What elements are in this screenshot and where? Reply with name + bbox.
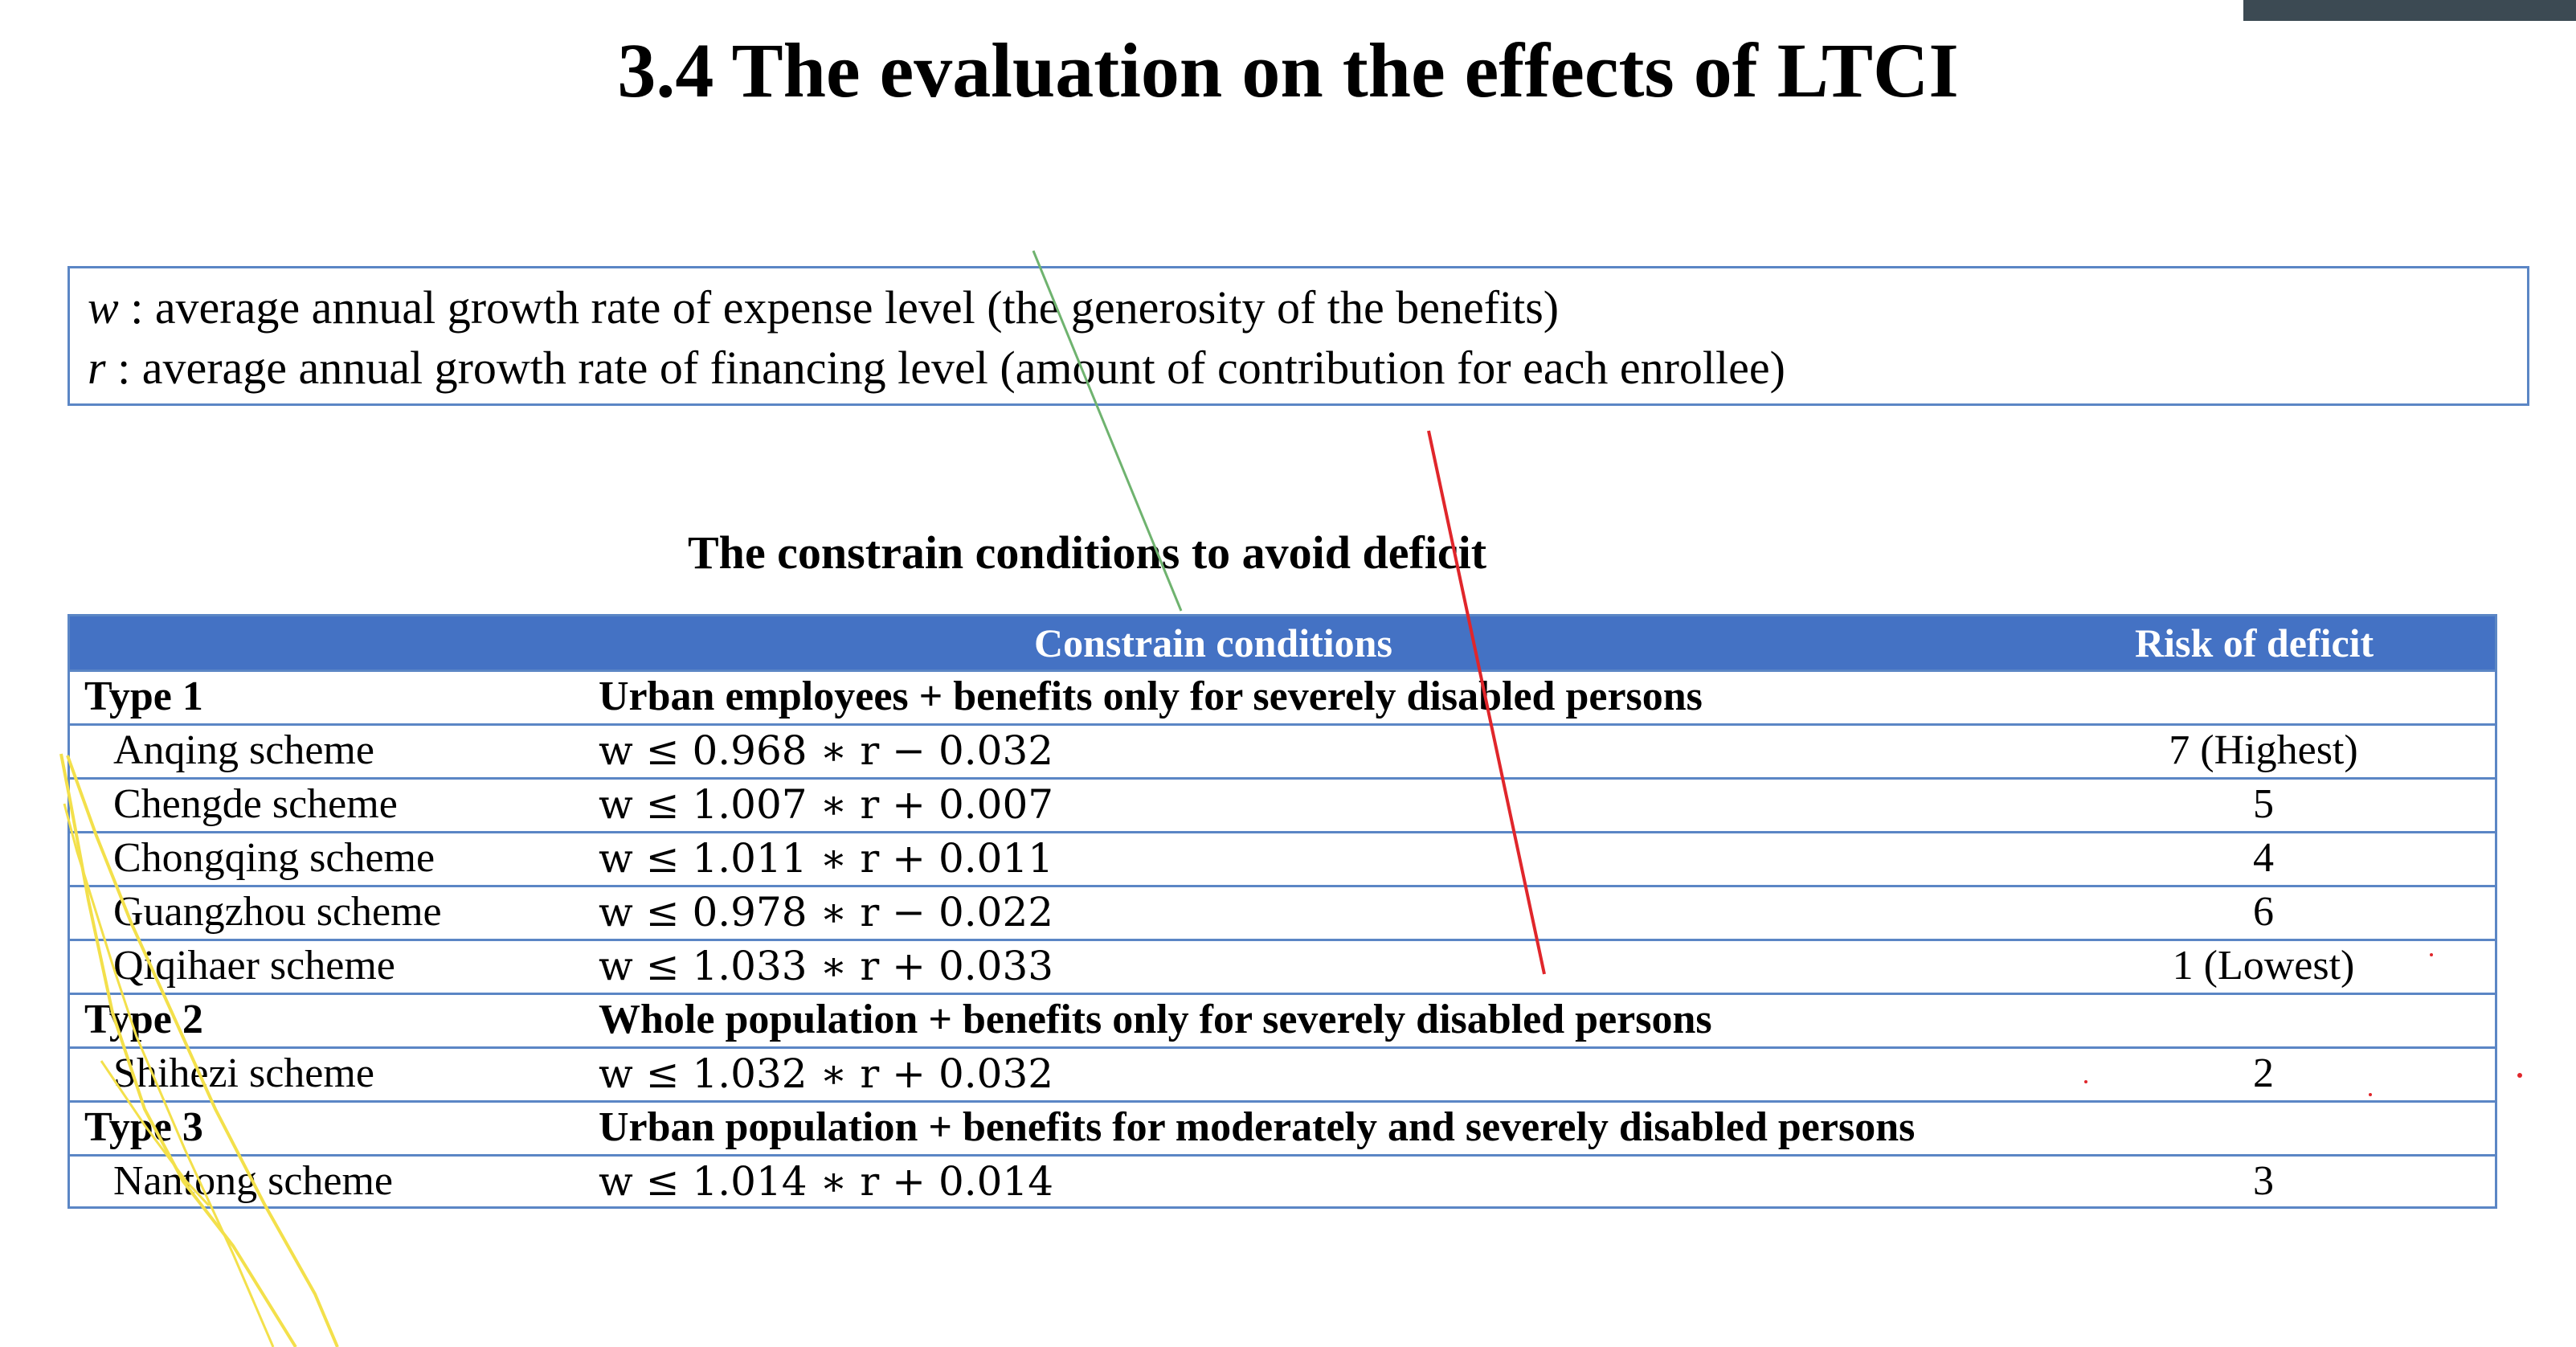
table-row: Chongqing scheme w ≤ 1.011 ∗ r + 0.011 4 bbox=[70, 831, 2495, 885]
slide-title: 3.4 The evaluation on the effects of LTC… bbox=[617, 27, 1959, 113]
definition-separator: : bbox=[118, 281, 155, 334]
table-group-row: Type 1 Urban employees + benefits only fo… bbox=[70, 669, 2495, 723]
risk-rank-cell: 5 bbox=[2253, 781, 2274, 827]
risk-rank-cell: 3 bbox=[2253, 1158, 2274, 1204]
scheme-name-cell: Chengde scheme bbox=[113, 781, 398, 827]
definition-w: w : average annual growth rate of expens… bbox=[88, 280, 1559, 336]
group-description-cell: Whole population + benefits only for sev… bbox=[599, 997, 1712, 1042]
red-ink-dot bbox=[2517, 1073, 2522, 1078]
scheme-name-cell: Nantong scheme bbox=[113, 1158, 394, 1204]
table-row: Anqing scheme w ≤ 0.968 ∗ r − 0.032 7 (Hig… bbox=[70, 723, 2495, 777]
group-name-cell: Type 2 bbox=[84, 997, 203, 1042]
group-name-cell: Type 3 bbox=[84, 1104, 203, 1150]
definition-r: r : average annual growth rate of financ… bbox=[88, 340, 1785, 396]
condition-formula-cell: w ≤ 1.014 ∗ r + 0.014 bbox=[599, 1158, 1054, 1205]
group-name-cell: Type 1 bbox=[84, 674, 203, 719]
definition-symbol: w bbox=[88, 281, 119, 334]
definition-text: average annual growth rate of expense le… bbox=[154, 281, 1560, 334]
viewer-toolbar-edge bbox=[2243, 0, 2576, 21]
table-group-row: Type 2 Whole population + benefits only f… bbox=[70, 993, 2495, 1046]
constraint-table: Constrain conditions Risk of deficit Typ… bbox=[67, 614, 2497, 1209]
condition-formula-cell: w ≤ 1.033 ∗ r + 0.033 bbox=[599, 943, 1054, 989]
table-row: Chengde scheme w ≤ 1.007 ∗ r + 0.007 5 bbox=[70, 777, 2495, 831]
header-risk: Risk of deficit bbox=[2135, 620, 2374, 665]
condition-formula-cell: w ≤ 1.011 ∗ r + 0.011 bbox=[599, 835, 1054, 882]
risk-rank-cell: 4 bbox=[2253, 835, 2274, 881]
scheme-name-cell: Guangzhou scheme bbox=[113, 889, 442, 935]
table-row: Nantong scheme w ≤ 1.014 ∗ r + 0.014 3 bbox=[70, 1154, 2495, 1208]
scheme-name-cell: Shihezi scheme bbox=[113, 1050, 374, 1096]
group-description-cell: Urban population + benefits for moderate… bbox=[599, 1104, 1916, 1150]
header-conditions: Constrain conditions bbox=[1034, 620, 1392, 665]
definition-separator: : bbox=[105, 342, 142, 394]
scheme-name-cell: Anqing scheme bbox=[113, 727, 374, 773]
table-row: Shihezi scheme w ≤ 1.032 ∗ r + 0.032 2 bbox=[70, 1046, 2495, 1100]
scheme-name-cell: Qiqihaer scheme bbox=[113, 943, 395, 989]
condition-formula-cell: w ≤ 1.007 ∗ r + 0.007 bbox=[599, 781, 1054, 828]
definitions-box: w : average annual growth rate of expens… bbox=[67, 266, 2529, 406]
condition-formula-cell: w ≤ 0.978 ∗ r − 0.022 bbox=[599, 889, 1054, 936]
condition-formula-cell: w ≤ 0.968 ∗ r − 0.032 bbox=[599, 727, 1054, 774]
table-row: Qiqihaer scheme w ≤ 1.033 ∗ r + 0.033 1 (L… bbox=[70, 939, 2495, 993]
risk-rank-cell: 6 bbox=[2253, 889, 2274, 935]
risk-rank-cell: 2 bbox=[2253, 1050, 2274, 1096]
risk-rank-cell: 7 (Highest) bbox=[2169, 727, 2358, 773]
definition-text: average annual growth rate of financing … bbox=[141, 342, 1785, 394]
risk-rank-cell: 1 (Lowest) bbox=[2172, 943, 2355, 989]
table-row: Guangzhou scheme w ≤ 0.978 ∗ r − 0.022 6 bbox=[70, 885, 2495, 939]
table-group-row: Type 3 Urban population + benefits for mo… bbox=[70, 1100, 2495, 1154]
definition-symbol: r bbox=[88, 342, 106, 394]
table-header-row: Constrain conditions Risk of deficit bbox=[70, 616, 2495, 669]
scheme-name-cell: Chongqing scheme bbox=[113, 835, 435, 881]
table-caption: The constrain conditions to avoid defici… bbox=[688, 526, 1487, 579]
condition-formula-cell: w ≤ 1.032 ∗ r + 0.032 bbox=[599, 1050, 1054, 1097]
group-description-cell: Urban employees + benefits only for seve… bbox=[599, 674, 1703, 719]
